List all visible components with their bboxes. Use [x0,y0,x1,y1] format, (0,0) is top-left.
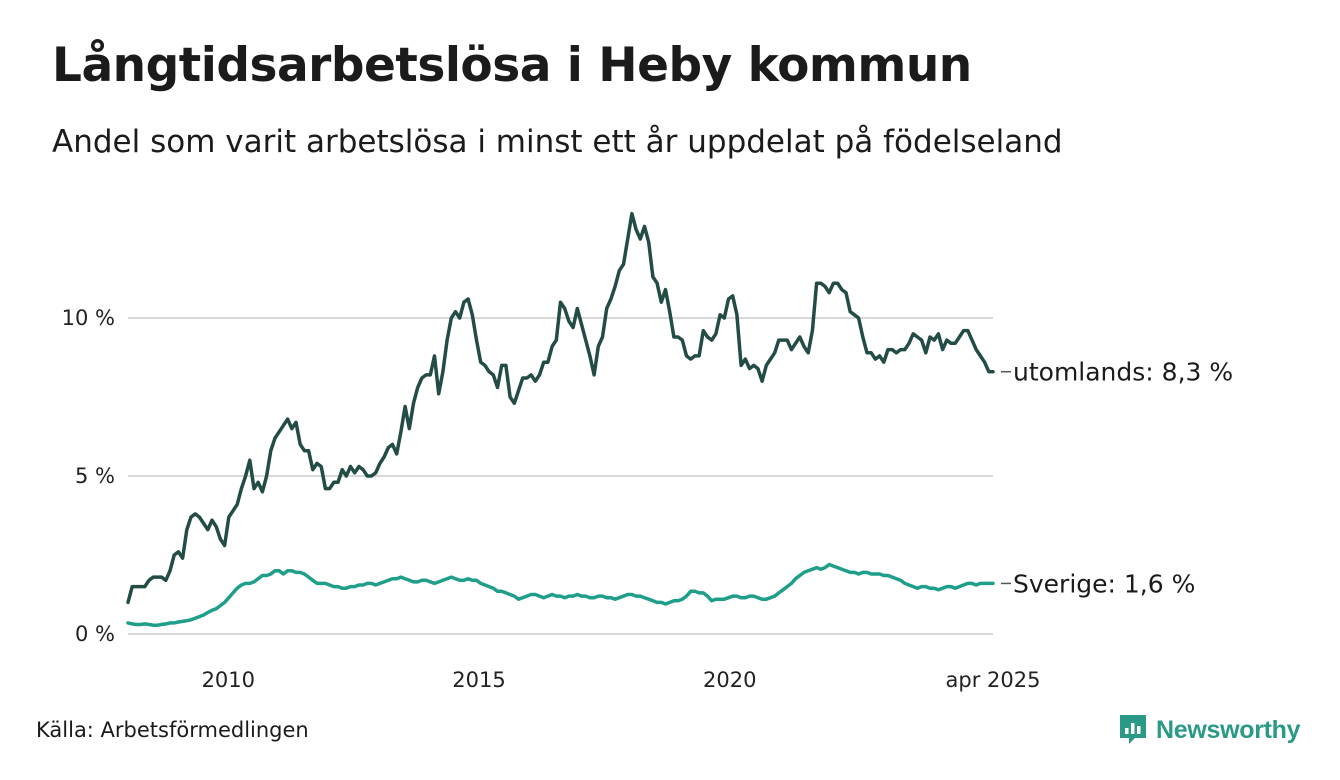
x-tick-label: 2010 [202,668,255,692]
brand-name: Newsworthy [1156,715,1301,744]
end-label-utomlands: utomlands: 8,3 % [1013,358,1233,387]
newsworthy-logo: Newsworthy [1118,713,1301,747]
y-tick-label: 5 % [75,464,115,488]
x-tick-label: apr 2025 [946,668,1041,692]
y-tick-label: 0 % [75,622,115,646]
x-tick-label: 2015 [452,668,505,692]
chart-subtitle: Andel som varit arbetslösa i minst ett å… [52,124,1063,160]
source-note: Källa: Arbetsförmedlingen [36,718,309,742]
x-tick-label: 2020 [703,668,756,692]
series-line-utomlands [126,211,995,605]
y-tick-label: 10 % [62,306,115,330]
chart-title: Långtidsarbetslösa i Heby kommun [52,38,972,93]
end-label-sverige: Sverige: 1,6 % [1013,569,1195,598]
series-line-sverige [126,562,995,627]
newsworthy-logo-icon [1120,715,1146,744]
